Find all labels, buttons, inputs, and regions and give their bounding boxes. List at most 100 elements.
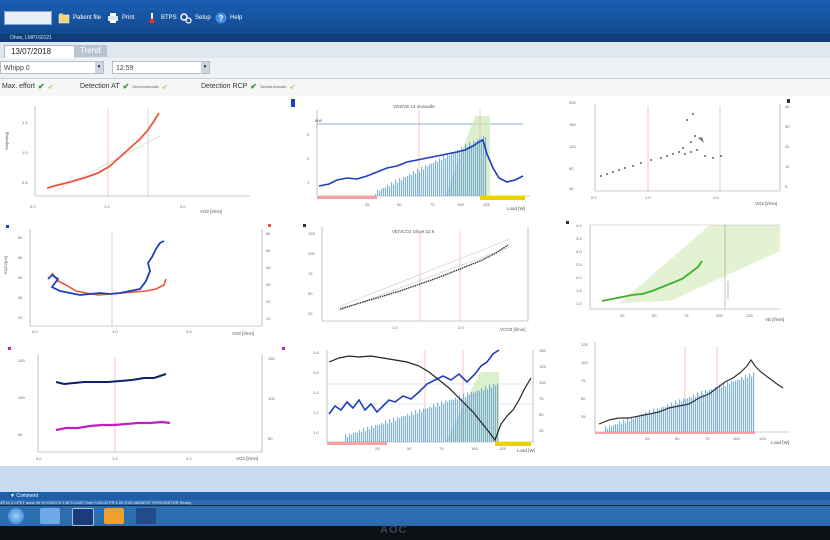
max-effort-item[interactable]: Max. effort ✔ ➶: [2, 82, 54, 91]
rtick: 40: [266, 265, 271, 270]
scatter-point: [682, 147, 684, 149]
scatter-point: [690, 151, 692, 153]
ylabel: EQO2[ml]: [3, 256, 8, 274]
load-bar: [411, 174, 413, 196]
load-bar: [459, 395, 461, 442]
load-bar: [721, 387, 723, 432]
load-bar: [389, 186, 391, 196]
protocol-select[interactable]: Whipp 0 ▼: [0, 61, 104, 74]
rtick: 0: [785, 184, 788, 189]
magic-wand-icon[interactable]: ➶: [47, 83, 54, 91]
xlabel: VE [l/min]: [765, 317, 784, 322]
load-bar: [651, 413, 653, 432]
time-select[interactable]: 12:59 ▼: [112, 61, 210, 74]
magic-wand-icon[interactable]: ➶: [161, 83, 168, 91]
load-bar: [383, 187, 385, 196]
load-bar: [445, 400, 447, 442]
load-bar: [467, 392, 469, 442]
xtick: 75: [684, 313, 689, 318]
taskbar-app-icon[interactable]: [104, 508, 124, 524]
load-bar: [447, 153, 449, 196]
chart-hr-load[interactable]: 125 100 75 50 25 25 50 75 100 125 Load […: [565, 338, 820, 458]
chart-vo2ve-load[interactable]: VO2/VE 14 niveau/kr MW 3 2 1 25 50 75 10…: [285, 96, 540, 216]
chevron-down-icon[interactable]: ▼: [201, 62, 209, 73]
load-bar: [397, 182, 399, 196]
load-bar: [487, 389, 489, 442]
load-bar: [421, 166, 423, 196]
xlabel: VCO2 [l/min]: [500, 327, 526, 332]
xtick: 75: [439, 446, 444, 451]
start-button[interactable]: [8, 508, 24, 524]
ytick: 2.0: [576, 275, 582, 280]
tab-trend[interactable]: Trend: [74, 45, 107, 57]
detection-rcp-item[interactable]: Detection RCP ✔ Semiautomatic ➶: [201, 82, 295, 91]
load-bar: [631, 416, 633, 432]
load-bar: [367, 426, 369, 442]
load-bar: [379, 424, 381, 442]
load-bar: [385, 420, 387, 442]
ytick: 1: [307, 180, 310, 185]
ytick: 100: [18, 395, 25, 400]
taskbar-app-icon[interactable]: [40, 508, 60, 524]
chart-eqo2[interactable]: EQO2[ml] 60 50 40 30 20 60 50 40 30 20 1…: [0, 221, 285, 336]
help-button[interactable]: ? Help: [215, 10, 242, 26]
load-bar: [357, 432, 359, 442]
load-bar: [697, 392, 699, 432]
load-bar: [429, 406, 431, 442]
chart-vo2-scatter[interactable]: 200 160 120 80 40 40 30 20 10 0 0.0 1.0 …: [555, 96, 825, 216]
load-bar: [713, 389, 715, 432]
rtick: 50: [266, 248, 271, 253]
scatter-point: [650, 159, 652, 161]
load-bar: [455, 397, 457, 442]
tab-date[interactable]: 13/07/2018: [4, 45, 76, 58]
load-bar: [617, 424, 619, 432]
setup-button[interactable]: Setup: [180, 10, 211, 26]
xtick: 50: [652, 313, 657, 318]
chevron-down-icon[interactable]: ▼: [95, 62, 103, 73]
print-button[interactable]: Print: [107, 10, 134, 26]
taskbar-app-icon[interactable]: [136, 508, 156, 524]
taskbar-app-icon[interactable]: [72, 508, 94, 526]
load-bar: [647, 414, 649, 432]
load-bar: [485, 137, 487, 196]
load-bar: [667, 404, 669, 432]
load-bar: [377, 189, 379, 196]
chart-navy-magenta[interactable]: 150 100 50 150 100 50 0.0 1.0 2.0 VO2 [l…: [0, 344, 300, 462]
ytick: 75: [308, 271, 313, 276]
load-bar: [411, 411, 413, 442]
detection-rcp-label: Detection RCP: [201, 83, 248, 90]
load-bar: [473, 140, 475, 196]
load-bar: [385, 187, 387, 196]
load-bar: [435, 406, 437, 442]
patient-file-button[interactable]: Patient file: [58, 10, 101, 26]
load-bar: [423, 408, 425, 442]
ytick: 50: [18, 255, 23, 260]
load-bar: [413, 414, 415, 442]
load-bar: [475, 391, 477, 442]
load-bar: [353, 433, 355, 442]
chart-rer-load[interactable]: 1.8 1.6 1.4 1.2 1.0 150 125 100 75 50 25…: [305, 344, 560, 462]
load-bar: [399, 418, 401, 442]
printer-icon: [107, 12, 119, 24]
xlabel: VO2 [l/min]: [232, 331, 254, 336]
comment-bar[interactable]: ▼ Comment: [0, 492, 830, 500]
svg-text:?: ?: [219, 14, 224, 23]
load-bar: [685, 399, 687, 432]
chart-panel: Sm[ml/kg] VO2 [l/min] 0.0 1.0 2.0 1.5 1.…: [0, 96, 830, 466]
chart-ve-vco2-slope[interactable]: VE/VCO2 Slope 22.6 125 100 75 50 25 1.0 …: [300, 221, 550, 336]
btps-button[interactable]: BTPS: [146, 10, 177, 26]
patient-search-field[interactable]: [4, 11, 52, 25]
load-bar: [405, 177, 407, 196]
load-bar: [629, 421, 631, 432]
ytick: 100: [308, 251, 315, 256]
detection-at-item[interactable]: Detection AT ✔ Semiautomatic ➶: [80, 82, 168, 91]
selector-row: Whipp 0 ▼ 12:59 ▼: [0, 58, 830, 79]
chart-vo2-red[interactable]: Sm[ml/kg] VO2 [l/min] 0.0 1.0 2.0 1.5 1.…: [0, 96, 270, 216]
load-bar: [673, 405, 675, 432]
xtick: 1.0: [112, 329, 118, 334]
load-bar: [481, 388, 483, 442]
ytick: 2.5: [576, 262, 582, 267]
chart-ve-green[interactable]: 4.0 3.5 3.0 2.5 2.0 1.5 1.0 25 50 75 100…: [560, 221, 820, 336]
rtick: 150: [268, 356, 275, 361]
magic-wand-icon[interactable]: ➶: [289, 83, 296, 91]
